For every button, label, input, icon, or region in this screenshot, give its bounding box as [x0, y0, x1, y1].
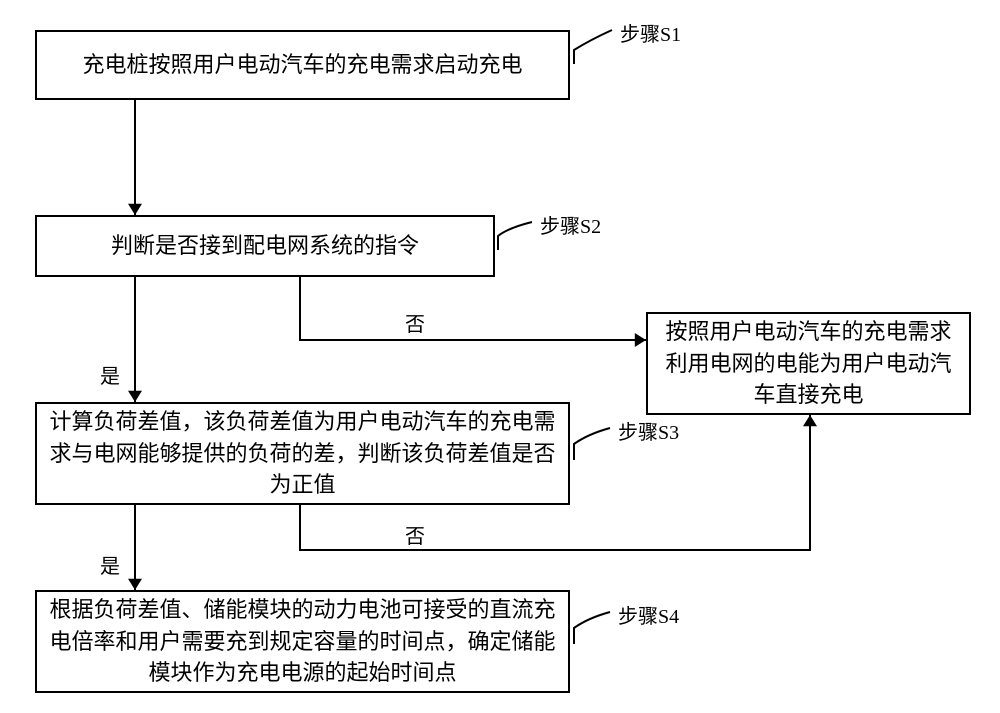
step-s3-box: 计算负荷差值，该负荷差值为用户电动汽车的充电需求与电网能够提供的负荷的差，判断该…: [35, 402, 570, 505]
step-s4-text: 根据负荷差值、储能模块的动力电池可接受的直流充电倍率和用户需要充到规定容量的时间…: [47, 594, 558, 690]
edge-label-s2-yes: 是: [100, 360, 120, 389]
flowchart-canvas: 充电桩按照用户电动汽车的充电需求启动充电 判断是否接到配电网系统的指令 计算负荷…: [0, 0, 1000, 713]
step-label-s4: 步骤S4: [618, 600, 679, 629]
result-box: 按照用户电动汽车的充电需求利用电网的电能为用户电动汽车直接充电: [646, 312, 971, 415]
step-s2-box: 判断是否接到配电网系统的指令: [35, 215, 495, 277]
result-text: 按照用户电动汽车的充电需求利用电网的电能为用户电动汽车直接充电: [658, 316, 959, 412]
step-s3-text: 计算负荷差值，该负荷差值为用户电动汽车的充电需求与电网能够提供的负荷的差，判断该…: [47, 406, 558, 502]
edge-label-s3-no: 否: [405, 520, 425, 549]
step-label-s2: 步骤S2: [540, 210, 601, 239]
step-s1-text: 充电桩按照用户电动汽车的充电需求启动充电: [82, 49, 522, 81]
step-s2-text: 判断是否接到配电网系统的指令: [111, 230, 419, 262]
step-s1-box: 充电桩按照用户电动汽车的充电需求启动充电: [35, 30, 570, 100]
step-label-s3: 步骤S3: [618, 416, 679, 445]
step-s4-box: 根据负荷差值、储能模块的动力电池可接受的直流充电倍率和用户需要充到规定容量的时间…: [35, 590, 570, 693]
step-label-s1: 步骤S1: [620, 18, 681, 47]
edge-label-s2-no: 否: [405, 308, 425, 337]
edge-label-s3-yes: 是: [100, 550, 120, 579]
